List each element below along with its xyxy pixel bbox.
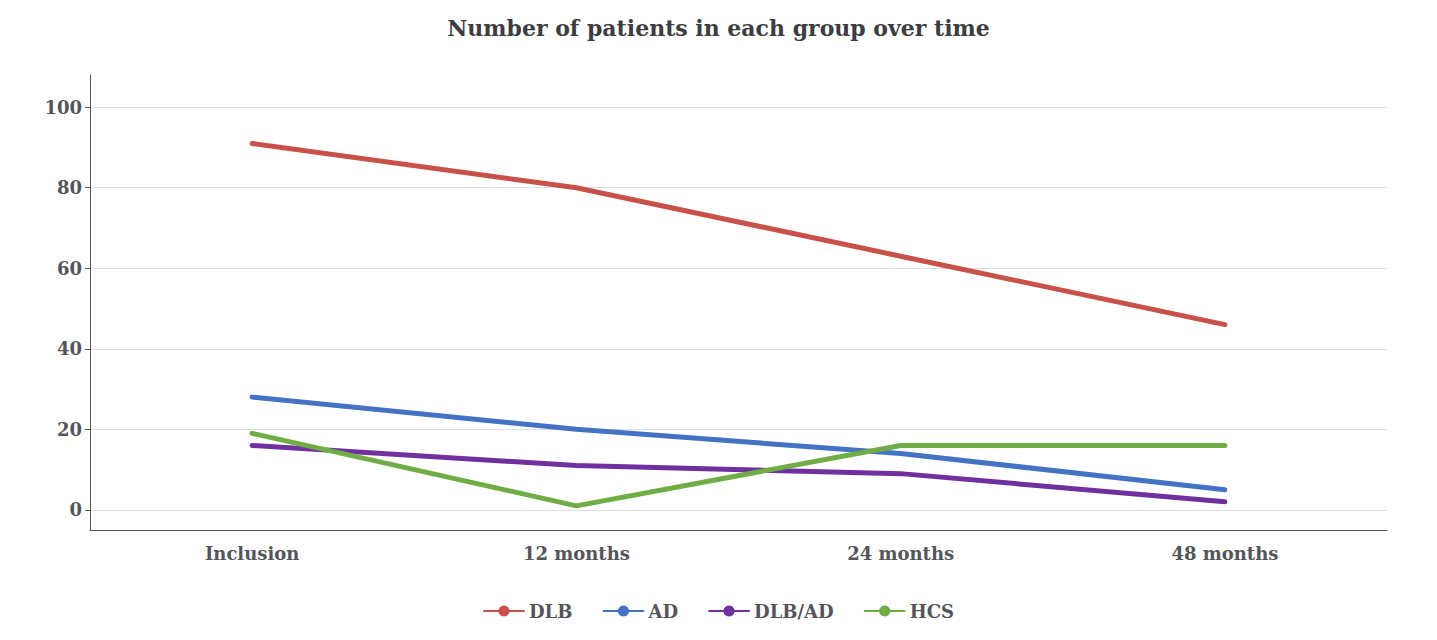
svg-text:24 months: 24 months [847,543,954,564]
svg-text:DLB/AD: DLB/AD [754,601,834,622]
svg-text:HCS: HCS [910,601,954,622]
svg-text:100: 100 [44,97,82,118]
svg-text:Inclusion: Inclusion [205,543,299,564]
svg-text:80: 80 [57,177,82,198]
svg-text:DLB: DLB [529,601,572,622]
svg-text:60: 60 [57,258,82,279]
svg-text:12 months: 12 months [523,543,630,564]
svg-text:0: 0 [69,499,82,520]
svg-text:Number of patients in each gro: Number of patients in each group over ti… [447,15,990,41]
svg-text:AD: AD [647,601,678,622]
svg-text:48 months: 48 months [1171,543,1278,564]
svg-text:20: 20 [57,419,82,440]
svg-text:40: 40 [57,338,82,359]
